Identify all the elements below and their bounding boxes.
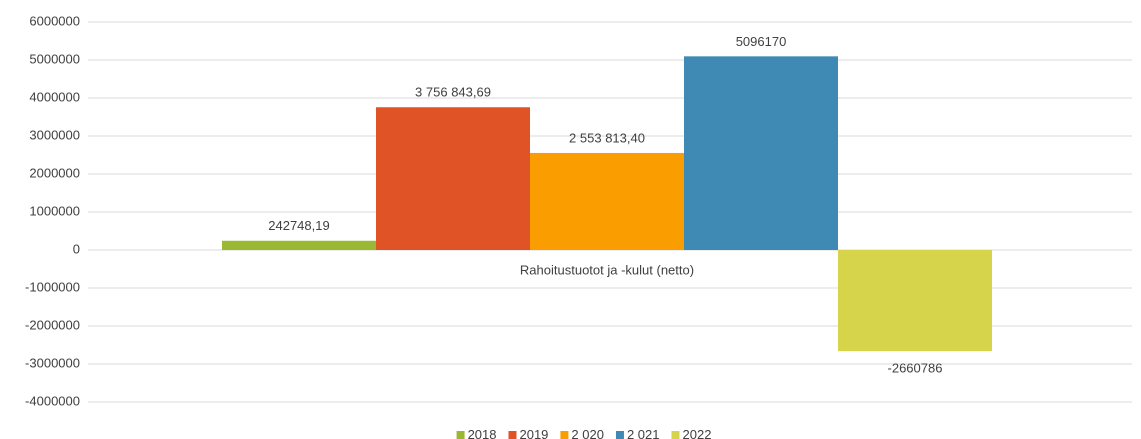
legend-marker [615,431,624,439]
data-label: 5096170 [736,34,787,49]
legend-marker [560,431,569,439]
legend-marker [671,431,680,439]
y-tick-label: 3000000 [29,127,80,142]
data-label: -2660786 [888,361,943,376]
y-tick-label: -4000000 [25,393,80,408]
data-label: 3 756 843,69 [415,85,491,100]
legend-marker [456,431,465,439]
y-tick-label: 4000000 [29,89,80,104]
bar [222,240,376,250]
y-tick-label: -3000000 [25,355,80,370]
y-tick-label: 5000000 [29,51,80,66]
bar [684,56,838,251]
legend-label: 2019 [519,427,548,439]
y-tick-label: 6000000 [29,13,80,28]
bar [530,152,684,250]
y-tick-label: 0 [73,241,80,256]
y-tick-label: -1000000 [25,279,80,294]
data-label: 242748,19 [268,218,329,233]
legend-label: 2018 [468,427,497,439]
legend-marker [508,431,517,439]
y-tick-label: 2000000 [29,165,80,180]
legend-label: 2 020 [571,427,604,439]
y-tick-label: 1000000 [29,203,80,218]
bar [838,250,992,352]
legend-label: 2 021 [627,427,660,439]
y-tick-label: -2000000 [25,317,80,332]
legend-label: 2022 [683,427,712,439]
category-label: Rahoitustuotot ja -kulut (netto) [520,262,694,277]
bar [376,107,530,251]
data-label: 2 553 813,40 [569,130,645,145]
